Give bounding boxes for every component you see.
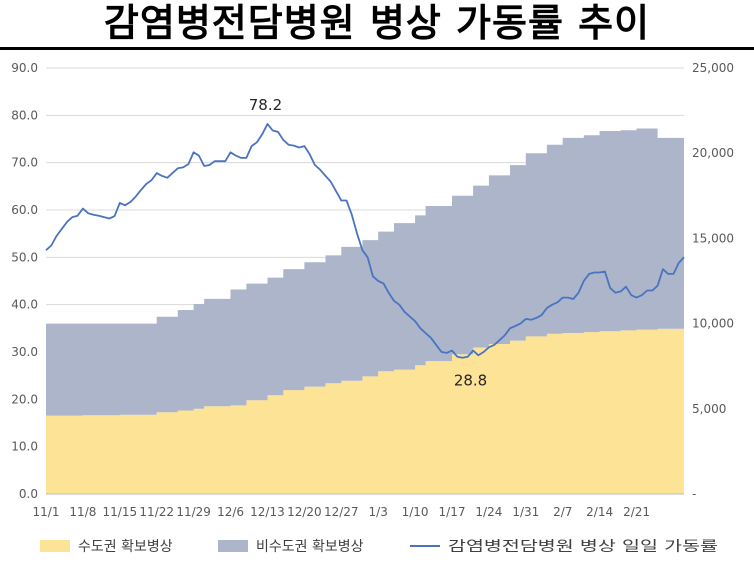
legend: 수도권 확보병상 비수도권 확보병상 감염병전담병원 병상 일일 가동률 (40, 539, 718, 555)
x-tick-label: 11/29 (176, 505, 211, 519)
y-left-tick-label: 90.0 (11, 61, 38, 75)
line-series-layer (45, 123, 685, 359)
y-left-tick-label: 10.0 (11, 440, 38, 454)
x-tick-label: 1/24 (475, 505, 502, 519)
x-tick-label: 11/8 (69, 505, 96, 519)
y-right-tick-label: 5,000 (692, 402, 726, 416)
x-tick-label: 1/3 (369, 505, 388, 519)
y-right-tick-label: - (692, 487, 696, 501)
y-left-tick-label: 50.0 (11, 250, 38, 264)
area-series-capital-region (46, 328, 684, 494)
y-right-tick-label: 15,000 (692, 231, 734, 245)
x-tick-label: 12/6 (217, 505, 244, 519)
line-series-occupancy-rate (45, 123, 685, 359)
x-tick-label: 12/20 (287, 505, 322, 519)
y-left-tick-label: 30.0 (11, 345, 38, 359)
area-series-non-capital-region (46, 128, 684, 416)
chart-area: 0.0 10.0 20.0 30.0 40.0 50.0 60.0 70.0 80.0 90.0 -… (11, 61, 734, 555)
x-tick-label: 11/22 (139, 505, 174, 519)
legend-swatch-capital-region (40, 540, 70, 552)
y-left-tick-label: 60.0 (11, 203, 38, 217)
area-series-layer (46, 128, 684, 494)
x-tick-label: 11/15 (103, 505, 138, 519)
x-tick-label: 12/27 (324, 505, 359, 519)
title-underline (0, 47, 754, 50)
x-tick-label: 2/7 (553, 505, 572, 519)
y-right-tick-label: 10,000 (692, 317, 734, 331)
x-tick-label: 1/17 (439, 505, 466, 519)
x-tick-label: 12/13 (250, 505, 285, 519)
y-left-tick-label: 0.0 (19, 487, 38, 501)
legend-label: 감염병전담병원 병상 일일 가동률 (448, 539, 718, 555)
y-left-tick-label: 70.0 (11, 156, 38, 170)
y-left-tick-label: 80.0 (11, 108, 38, 122)
axes: 0.0 10.0 20.0 30.0 40.0 50.0 60.0 70.0 80.0 90.0 -… (11, 61, 734, 519)
x-tick-label: 1/31 (512, 505, 539, 519)
y-right-tick-label: 20,000 (692, 146, 734, 160)
x-tick-label: 1/10 (402, 505, 429, 519)
chart-title: 감염병전담병원 병상 가동률 추이 (103, 1, 651, 45)
y-right-tick-label: 25,000 (692, 61, 734, 75)
x-tick-label: 2/14 (586, 505, 613, 519)
y-left-tick-label: 20.0 (11, 392, 38, 406)
data-label: 28.8 (454, 372, 487, 390)
y-left-tick-label: 40.0 (11, 298, 38, 312)
x-tick-label: 11/1 (33, 505, 60, 519)
annotations: 78.2 28.8 (249, 96, 487, 390)
x-tick-label: 2/21 (623, 505, 650, 519)
legend-label: 비수도권 확보병상 (256, 539, 364, 555)
legend-label: 수도권 확보병상 (78, 539, 173, 555)
data-label: 78.2 (249, 96, 282, 114)
legend-swatch-non-capital-region (218, 540, 248, 552)
